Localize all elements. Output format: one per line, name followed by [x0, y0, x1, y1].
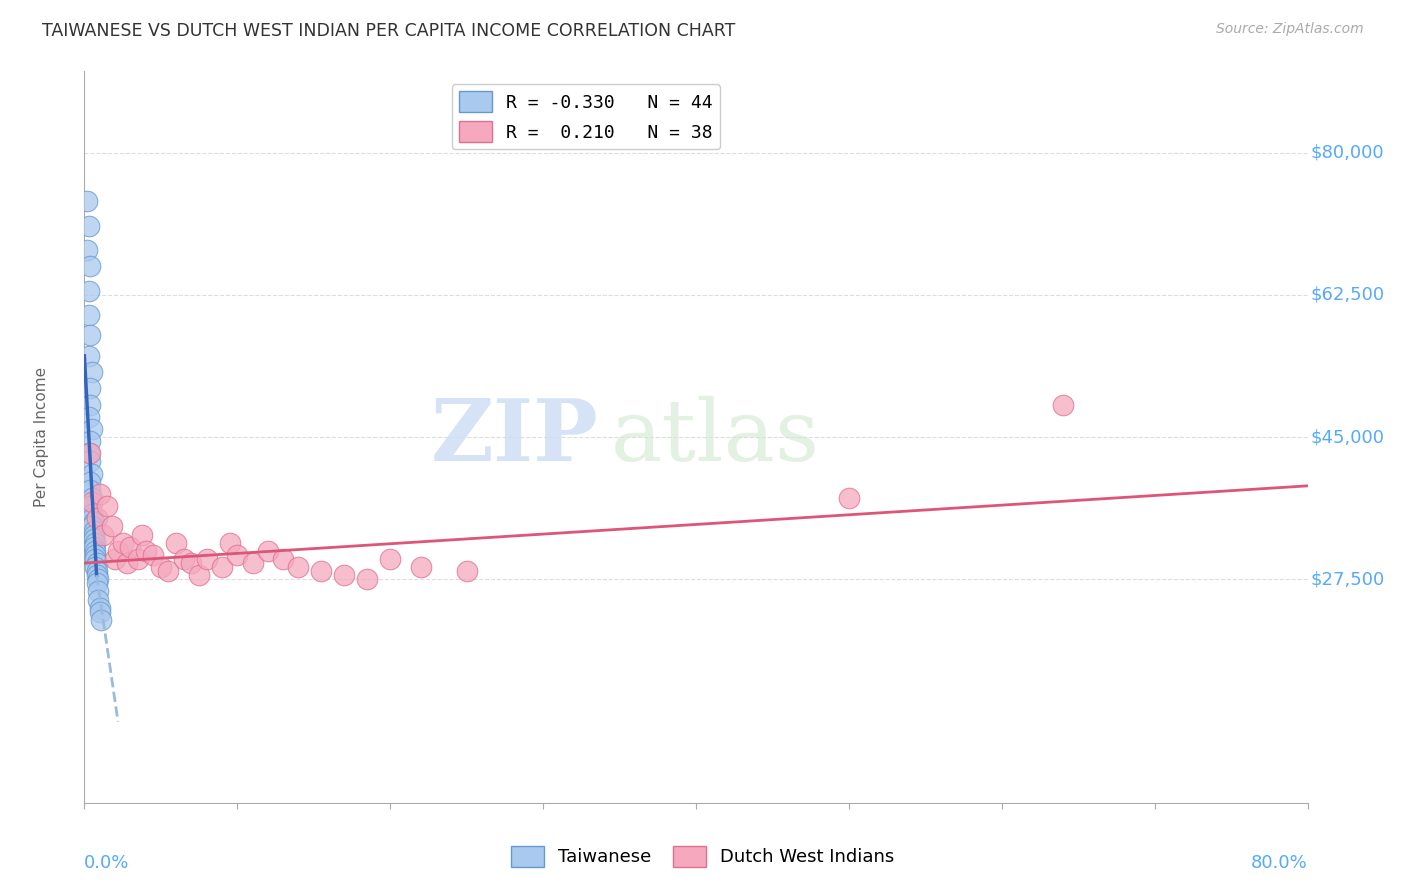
- Point: [111, 535, 134, 549]
- Point: [104, 552, 127, 566]
- Point: [79, 446, 101, 460]
- Text: $80,000: $80,000: [1310, 144, 1384, 161]
- Point: [89, 600, 111, 615]
- Point: [83, 527, 105, 541]
- Text: $45,000: $45,000: [1310, 428, 1384, 446]
- Point: [287, 560, 309, 574]
- Point: [79, 454, 101, 468]
- Point: [76, 194, 98, 209]
- Point: [89, 605, 111, 619]
- Point: [80, 365, 103, 379]
- Point: [188, 568, 211, 582]
- Point: [84, 544, 107, 558]
- Text: 80.0%: 80.0%: [1251, 854, 1308, 872]
- Point: [356, 572, 378, 586]
- Point: [87, 592, 110, 607]
- Point: [76, 243, 98, 257]
- Point: [257, 544, 280, 558]
- Point: [90, 613, 112, 627]
- Text: Source: ZipAtlas.com: Source: ZipAtlas.com: [1216, 22, 1364, 37]
- Point: [79, 434, 101, 449]
- Point: [180, 556, 202, 570]
- Point: [83, 516, 105, 530]
- Text: Per Capita Income: Per Capita Income: [34, 367, 49, 508]
- Point: [87, 584, 110, 599]
- Point: [86, 576, 108, 591]
- Point: [165, 535, 187, 549]
- Point: [195, 552, 218, 566]
- Point: [87, 572, 110, 586]
- Point: [120, 540, 142, 554]
- Point: [77, 308, 100, 322]
- Point: [79, 260, 101, 274]
- Point: [380, 552, 402, 566]
- Point: [101, 519, 124, 533]
- Legend: Taiwanese, Dutch West Indians: Taiwanese, Dutch West Indians: [505, 838, 901, 874]
- Point: [77, 219, 100, 233]
- Point: [80, 495, 103, 509]
- Text: ZIP: ZIP: [430, 395, 598, 479]
- Point: [838, 491, 860, 505]
- Point: [79, 499, 101, 513]
- Point: [86, 564, 108, 578]
- Point: [84, 548, 107, 562]
- Point: [96, 499, 118, 513]
- Point: [89, 487, 111, 501]
- Point: [84, 560, 107, 574]
- Point: [218, 535, 240, 549]
- Text: 0.0%: 0.0%: [84, 854, 129, 872]
- Point: [107, 544, 129, 558]
- Point: [79, 328, 101, 343]
- Point: [77, 446, 100, 460]
- Point: [80, 511, 103, 525]
- Point: [157, 564, 180, 578]
- Point: [79, 475, 101, 489]
- Legend: R = -0.330   N = 44, R =  0.210   N = 38: R = -0.330 N = 44, R = 0.210 N = 38: [451, 84, 720, 149]
- Text: $62,500: $62,500: [1310, 285, 1384, 304]
- Point: [115, 556, 138, 570]
- Point: [80, 519, 103, 533]
- Point: [271, 552, 294, 566]
- Point: [77, 409, 100, 424]
- Point: [333, 568, 356, 582]
- Point: [409, 560, 432, 574]
- Point: [80, 422, 103, 436]
- Point: [86, 556, 108, 570]
- Point: [86, 568, 108, 582]
- Point: [173, 552, 195, 566]
- Point: [1052, 398, 1074, 412]
- Point: [80, 467, 103, 481]
- Text: TAIWANESE VS DUTCH WEST INDIAN PER CAPITA INCOME CORRELATION CHART: TAIWANESE VS DUTCH WEST INDIAN PER CAPIT…: [42, 22, 735, 40]
- Point: [80, 491, 103, 505]
- Point: [135, 544, 157, 558]
- Point: [86, 511, 108, 525]
- Point: [83, 532, 105, 546]
- Point: [91, 527, 114, 541]
- Text: $27,500: $27,500: [1310, 570, 1385, 589]
- Point: [80, 508, 103, 522]
- Point: [211, 560, 233, 574]
- Point: [79, 381, 101, 395]
- Point: [127, 552, 149, 566]
- Point: [242, 556, 264, 570]
- Point: [226, 548, 249, 562]
- Point: [84, 535, 107, 549]
- Point: [79, 483, 101, 497]
- Point: [77, 284, 100, 298]
- Point: [149, 560, 172, 574]
- Point: [79, 398, 101, 412]
- Point: [83, 524, 105, 538]
- Point: [84, 552, 107, 566]
- Point: [77, 349, 100, 363]
- Point: [131, 527, 153, 541]
- Point: [456, 564, 478, 578]
- Point: [142, 548, 165, 562]
- Point: [83, 540, 105, 554]
- Point: [311, 564, 333, 578]
- Text: atlas: atlas: [610, 395, 820, 479]
